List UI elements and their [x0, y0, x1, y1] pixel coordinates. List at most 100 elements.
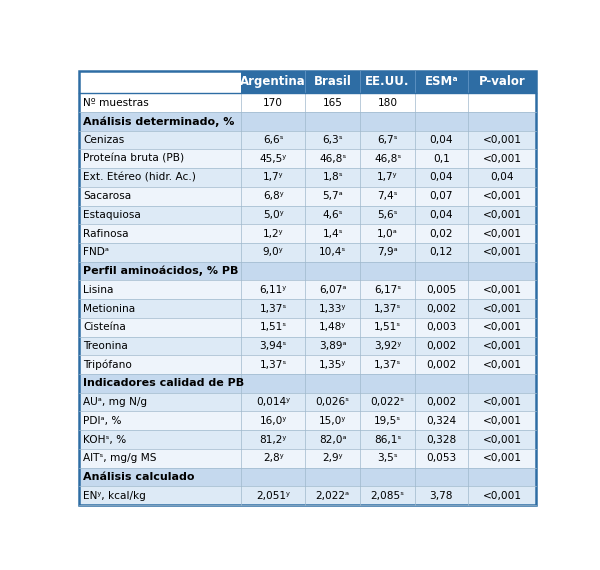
Text: 1,2ʸ: 1,2ʸ — [263, 229, 283, 239]
Text: 82,0ᵃ: 82,0ᵃ — [319, 434, 346, 445]
Text: 3,5ˢ: 3,5ˢ — [377, 453, 398, 463]
Bar — [241, 71, 305, 93]
Bar — [79, 299, 536, 318]
Text: 19,5ˢ: 19,5ˢ — [374, 416, 401, 426]
Text: 165: 165 — [323, 97, 343, 108]
Text: Brasil: Brasil — [314, 75, 352, 88]
Text: 0,002: 0,002 — [426, 397, 457, 407]
Text: <0,001: <0,001 — [482, 191, 521, 201]
Text: ENʸ, kcal/kg: ENʸ, kcal/kg — [83, 491, 146, 500]
Text: PDIᵃ, %: PDIᵃ, % — [83, 416, 122, 426]
Text: Ext. Etéreo (hidr. Ac.): Ext. Etéreo (hidr. Ac.) — [83, 173, 196, 182]
Text: 7,9ᵃ: 7,9ᵃ — [377, 247, 398, 257]
Text: Análisis determinado, %: Análisis determinado, % — [83, 116, 235, 127]
Bar — [79, 262, 536, 280]
Text: 81,2ʸ: 81,2ʸ — [260, 434, 287, 445]
Bar — [467, 71, 536, 93]
Text: 0,04: 0,04 — [430, 135, 453, 145]
Bar — [79, 280, 536, 299]
Text: 1,33ʸ: 1,33ʸ — [319, 303, 346, 314]
Text: Nº muestras: Nº muestras — [83, 97, 149, 108]
Bar — [415, 71, 467, 93]
Text: <0,001: <0,001 — [482, 135, 521, 145]
Text: 0,002: 0,002 — [426, 303, 457, 314]
Text: 5,7ᵃ: 5,7ᵃ — [322, 191, 343, 201]
Text: 2,022ᵃ: 2,022ᵃ — [316, 491, 350, 500]
Text: 1,4ˢ: 1,4ˢ — [322, 229, 343, 239]
Bar — [79, 93, 536, 112]
Text: Rafinosa: Rafinosa — [83, 229, 129, 239]
Text: 0,1: 0,1 — [433, 154, 450, 164]
Bar — [79, 355, 536, 374]
Text: <0,001: <0,001 — [482, 341, 521, 351]
Bar — [79, 243, 536, 262]
Text: 7,4ˢ: 7,4ˢ — [377, 191, 398, 201]
Text: Lisina: Lisina — [83, 285, 114, 295]
Bar — [79, 412, 536, 430]
Text: <0,001: <0,001 — [482, 322, 521, 332]
Text: 4,6ˢ: 4,6ˢ — [322, 210, 343, 220]
Text: 0,005: 0,005 — [426, 285, 457, 295]
Text: 0,07: 0,07 — [430, 191, 453, 201]
Text: 0,324: 0,324 — [426, 416, 457, 426]
Text: 6,07ᵃ: 6,07ᵃ — [319, 285, 346, 295]
Text: Metionina: Metionina — [83, 303, 136, 314]
Text: 3,92ʸ: 3,92ʸ — [374, 341, 401, 351]
Bar — [79, 131, 536, 149]
Bar — [79, 467, 536, 486]
Text: ESMᵃ: ESMᵃ — [425, 75, 458, 88]
Text: 2,9ʸ: 2,9ʸ — [322, 453, 343, 463]
Text: 10,4ˢ: 10,4ˢ — [319, 247, 346, 257]
Text: 0,04: 0,04 — [430, 210, 453, 220]
Text: Tripófano: Tripófano — [83, 360, 132, 370]
Text: 0,328: 0,328 — [426, 434, 457, 445]
Text: 0,053: 0,053 — [426, 453, 457, 463]
Bar — [79, 71, 241, 93]
Text: 16,0ʸ: 16,0ʸ — [260, 416, 287, 426]
Text: 1,0ᵃ: 1,0ᵃ — [377, 229, 398, 239]
Text: <0,001: <0,001 — [482, 360, 521, 370]
Text: Sacarosa: Sacarosa — [83, 191, 131, 201]
Text: 1,37ˢ: 1,37ˢ — [260, 303, 287, 314]
Text: <0,001: <0,001 — [482, 416, 521, 426]
Text: 1,37ˢ: 1,37ˢ — [374, 360, 401, 370]
Bar — [79, 337, 536, 355]
Bar — [79, 149, 536, 168]
Text: <0,001: <0,001 — [482, 453, 521, 463]
Text: 86,1ˢ: 86,1ˢ — [374, 434, 401, 445]
Text: 45,5ʸ: 45,5ʸ — [260, 154, 287, 164]
Text: 0,04: 0,04 — [490, 173, 514, 182]
Text: <0,001: <0,001 — [482, 397, 521, 407]
Text: 6,6ˢ: 6,6ˢ — [263, 135, 283, 145]
Text: 1,37ˢ: 1,37ˢ — [260, 360, 287, 370]
Text: 2,8ʸ: 2,8ʸ — [263, 453, 283, 463]
Bar — [79, 112, 536, 131]
Text: AUᵃ, mg N/g: AUᵃ, mg N/g — [83, 397, 148, 407]
Text: 1,51ˢ: 1,51ˢ — [260, 322, 287, 332]
Text: 5,6ˢ: 5,6ˢ — [377, 210, 398, 220]
Bar — [79, 393, 536, 412]
Text: KOHˢ, %: KOHˢ, % — [83, 434, 127, 445]
Bar — [79, 486, 536, 505]
Text: 6,17ˢ: 6,17ˢ — [374, 285, 401, 295]
Text: 0,002: 0,002 — [426, 341, 457, 351]
Text: 15,0ʸ: 15,0ʸ — [319, 416, 346, 426]
Text: 6,7ˢ: 6,7ˢ — [377, 135, 398, 145]
Text: 1,7ʸ: 1,7ʸ — [263, 173, 283, 182]
Text: 46,8ˢ: 46,8ˢ — [374, 154, 401, 164]
Text: 180: 180 — [377, 97, 398, 108]
Text: EE.UU.: EE.UU. — [365, 75, 410, 88]
Text: 6,3ˢ: 6,3ˢ — [322, 135, 343, 145]
Bar — [79, 168, 536, 187]
Text: Análisis calculado: Análisis calculado — [83, 472, 195, 482]
Text: 0,04: 0,04 — [430, 173, 453, 182]
Text: 170: 170 — [263, 97, 283, 108]
Bar — [360, 71, 415, 93]
Text: 6,11ʸ: 6,11ʸ — [260, 285, 287, 295]
Text: 3,89ᵃ: 3,89ᵃ — [319, 341, 346, 351]
Bar — [79, 206, 536, 224]
Text: Cenizas: Cenizas — [83, 135, 125, 145]
Text: 1,7ʸ: 1,7ʸ — [377, 173, 398, 182]
Text: 0,02: 0,02 — [430, 229, 453, 239]
Text: Indicadores calidad de PB: Indicadores calidad de PB — [83, 378, 244, 388]
